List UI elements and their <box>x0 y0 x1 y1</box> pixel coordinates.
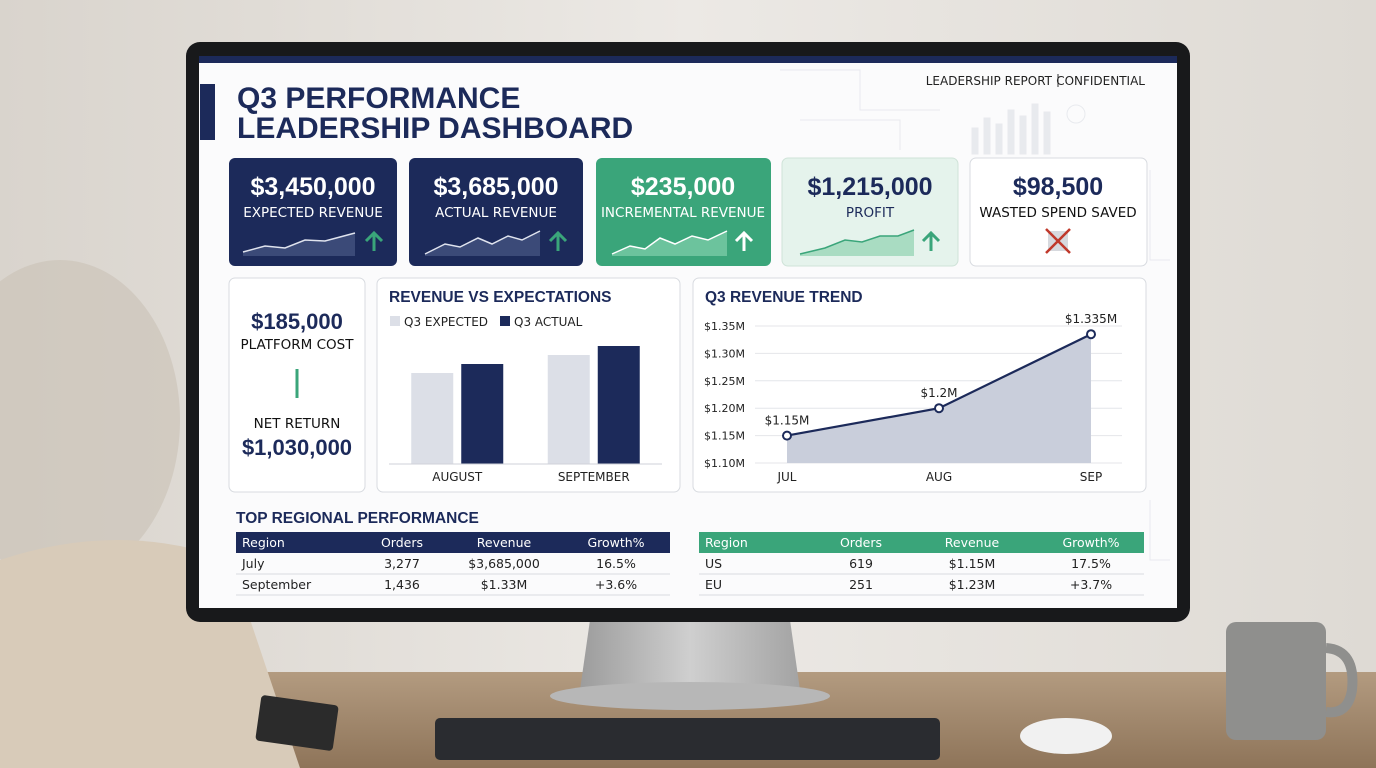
column-header: Revenue <box>945 535 1000 550</box>
bar <box>547 355 590 464</box>
y-tick-label: $1.10M <box>704 457 745 470</box>
kpi-label: ACTUAL REVENUE <box>435 205 557 221</box>
table-cell: $1.23M <box>949 577 996 592</box>
column-header: Growth% <box>1062 535 1119 550</box>
column-header: Revenue <box>477 535 532 550</box>
y-tick-label: $1.30M <box>704 347 745 360</box>
up-arrow <box>548 230 568 251</box>
table-cell: 251 <box>849 577 873 592</box>
column-header: Region <box>242 535 285 550</box>
decor-lines <box>780 69 1170 561</box>
area <box>787 334 1091 463</box>
legend-swatch <box>390 316 400 326</box>
section-title: TOP REGIONAL PERFORMANCE <box>236 510 479 527</box>
point <box>934 403 944 414</box>
legend-label: Q3 EXPECTED <box>404 315 488 329</box>
sparkline <box>424 230 541 255</box>
column-header: Growth% <box>587 535 644 550</box>
mug <box>1226 622 1326 740</box>
kpi-value: $98,500 <box>1013 173 1103 201</box>
sparkline <box>242 232 356 253</box>
table-cell: EU <box>705 577 722 592</box>
table-cell: 16.5% <box>596 556 636 571</box>
net-return: $1,030,000 <box>242 435 352 460</box>
value-label: $1.2M <box>920 386 957 400</box>
kpi-card <box>596 158 771 266</box>
net-return-label: NET RETURN <box>254 416 341 432</box>
report-tag: LEADERSHIP REPORT <box>926 74 1053 88</box>
table-cell: $1.15M <box>949 556 996 571</box>
table-header <box>699 532 1144 553</box>
sparkline <box>799 229 915 255</box>
value-label: $1.15M <box>765 414 810 428</box>
table-cell: $1.33M <box>481 577 528 592</box>
x-tick-label: SEP <box>1080 470 1102 484</box>
legend-swatch <box>500 316 510 326</box>
table-cell: 17.5% <box>1071 556 1111 571</box>
up-arrow <box>921 230 941 251</box>
table-cell: +3.6% <box>595 577 637 592</box>
kpi-card <box>969 157 1148 267</box>
title: LEADERSHIP DASHBOARD <box>237 112 633 145</box>
blurred-plant <box>0 260 180 580</box>
table-cell: July <box>241 556 265 571</box>
y-tick-label: $1.20M <box>704 402 745 415</box>
point <box>1086 329 1096 340</box>
table-cell: 1,436 <box>384 577 420 592</box>
x-tick-label: AUG <box>926 470 952 484</box>
kpi-value: $235,000 <box>631 173 735 201</box>
column-header: Orders <box>840 535 882 550</box>
value-label: $1.335M <box>1065 312 1117 326</box>
table-cell: US <box>705 556 722 571</box>
kpi-value: $3,450,000 <box>250 173 375 201</box>
x-tick-label: SEPTEMBER <box>558 470 630 484</box>
title-accent <box>200 84 215 140</box>
table-cell: +3.7% <box>1070 577 1112 592</box>
y-tick-label: $1.15M <box>704 430 745 443</box>
monitor-base <box>550 682 830 710</box>
bar <box>597 346 640 464</box>
notebook <box>255 695 339 751</box>
keyboard <box>435 718 940 760</box>
up-arrow <box>364 230 384 251</box>
x-tick-label: JUL <box>776 470 796 484</box>
sparkline <box>612 231 727 256</box>
table-cell: September <box>242 577 312 592</box>
chart-title: REVENUE VS EXPECTATIONS <box>389 289 612 306</box>
monitor-stand <box>580 620 800 690</box>
mug-handle <box>1325 643 1358 718</box>
up-arrow <box>734 230 754 251</box>
bar <box>461 364 504 464</box>
sparkline <box>243 233 355 256</box>
x-icon <box>1045 228 1071 254</box>
table-cell: 3,277 <box>384 556 420 571</box>
kpi-value: $1,215,000 <box>807 173 932 201</box>
table-cell: 619 <box>849 556 873 571</box>
confidential-tag: CONFIDENTIAL <box>1056 74 1145 88</box>
x-tick-label: AUGUST <box>432 470 483 484</box>
kpi-value: $3,685,000 <box>433 173 558 201</box>
title: Q3 PERFORMANCE <box>237 82 520 115</box>
y-tick-label: $1.25M <box>704 375 745 388</box>
bar <box>411 373 454 464</box>
chart-title: Q3 REVENUE TREND <box>705 289 863 306</box>
table-cell: $3,685,000 <box>468 556 540 571</box>
legend-label: Q3 ACTUAL <box>514 315 583 329</box>
table-header <box>236 532 670 553</box>
kpi-label: PROFIT <box>846 205 895 221</box>
sparkline <box>611 230 728 255</box>
kpi-label: EXPECTED REVENUE <box>243 205 383 221</box>
point <box>782 430 792 441</box>
y-tick-label: $1.35M <box>704 320 745 333</box>
mouse <box>1020 718 1112 754</box>
column-header: Region <box>705 535 748 550</box>
top-bar <box>199 56 1177 63</box>
platform-cost-label: PLATFORM COST <box>241 337 355 353</box>
kpi-label: WASTED SPEND SAVED <box>979 205 1136 221</box>
platform-cost: $185,000 <box>251 309 343 334</box>
kpi-label: INCREMENTAL REVENUE <box>601 205 765 221</box>
column-header: Orders <box>381 535 423 550</box>
